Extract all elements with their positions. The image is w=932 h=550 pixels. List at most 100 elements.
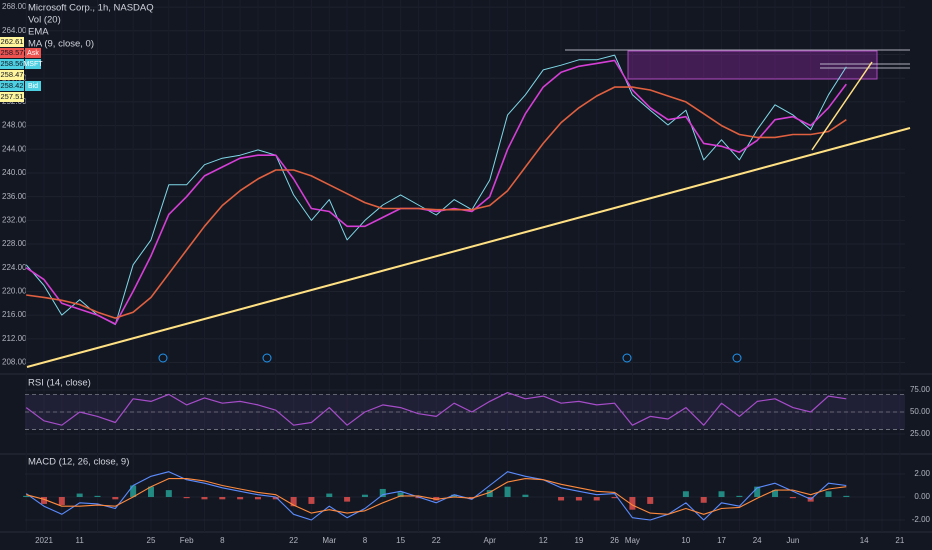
price-label: 258.42 [1, 81, 24, 90]
histogram-bar [130, 485, 137, 498]
histogram-bar [451, 494, 458, 498]
histogram-bar [789, 497, 796, 499]
symbol-title: Microsoft Corp., 1h, NASDAQ [28, 3, 154, 14]
price-tag-box [25, 48, 41, 58]
histogram-bar [718, 491, 725, 498]
x-tick-label: 22 [289, 536, 298, 545]
y-tick-label: 268.00 [2, 2, 27, 11]
indicator-label: MA (9, close, 0) [28, 39, 94, 50]
y-tick-label: 236.00 [2, 192, 27, 201]
y-tick-label: 0.00 [914, 492, 930, 501]
histogram-bar [700, 497, 707, 503]
x-tick-label: May [625, 536, 640, 545]
histogram-bar [629, 497, 636, 510]
histogram-bar [112, 497, 119, 500]
macd-line [25, 471, 847, 521]
series-line [25, 59, 847, 325]
histogram-bar [682, 491, 689, 498]
x-tick-label: 17 [717, 536, 726, 545]
histogram-bar [272, 497, 279, 500]
event-icon[interactable] [622, 353, 632, 363]
price-label-box [0, 81, 24, 91]
histogram-bar [593, 497, 600, 501]
rsi-band [25, 394, 905, 430]
trendline [811, 61, 873, 151]
macd-line [26, 478, 847, 515]
x-tick-label: 8 [363, 536, 368, 545]
y-tick-label: 244.00 [2, 144, 27, 153]
histogram-bar [754, 486, 761, 498]
histogram-bar [41, 497, 47, 504]
event-icon[interactable] [732, 353, 742, 363]
histogram-bar [94, 495, 101, 498]
histogram-bar [522, 494, 529, 498]
histogram-bar [290, 497, 297, 507]
price-label: 258.47 [1, 70, 24, 79]
histogram-bar [76, 493, 83, 498]
histogram-bar [647, 497, 654, 504]
histogram-bar [558, 497, 565, 501]
y-tick-label: 228.00 [2, 239, 27, 248]
zone-rectangle [627, 50, 878, 80]
histogram-bar [308, 497, 315, 504]
price-label: 258.57 [1, 48, 24, 57]
histogram-bar [254, 497, 261, 500]
histogram-bar [736, 495, 743, 498]
indicator-label: Vol (20) [28, 15, 61, 26]
price-tag-box [25, 81, 41, 91]
y-tick-label: 75.00 [910, 385, 931, 394]
trendline [26, 127, 911, 368]
histogram-bar [772, 490, 779, 498]
x-tick-label: Mar [322, 536, 336, 545]
y-tick-label: 264.00 [2, 26, 27, 35]
histogram-bar [825, 491, 832, 498]
y-tick-label: 25.00 [910, 429, 931, 438]
price-label: 257.51 [1, 92, 24, 101]
x-tick-label: 19 [574, 536, 583, 545]
histogram-bar [165, 490, 172, 498]
y-tick-label: 232.00 [2, 215, 27, 224]
price-tag-box [25, 59, 41, 69]
histogram-bar [379, 488, 386, 498]
y-tick-label: -2.00 [912, 515, 931, 524]
y-tick-label: 216.00 [2, 310, 27, 319]
x-tick-label: 2021 [35, 536, 53, 545]
y-tick-label: 220.00 [2, 287, 27, 296]
histogram-bar [183, 497, 190, 499]
histogram-bar [611, 497, 618, 499]
price-label-box [0, 59, 24, 69]
histogram-bar [201, 497, 208, 500]
indicator-label: EMA [28, 27, 49, 38]
histogram-bar [504, 486, 511, 498]
histogram-bar [486, 490, 493, 498]
price-label: 262.61 [1, 37, 24, 46]
event-icon[interactable] [262, 353, 272, 363]
event-icons [158, 353, 742, 363]
x-tick-label: 26 [610, 536, 619, 545]
x-tick-label: 10 [681, 536, 690, 545]
rsi-line [25, 392, 847, 426]
x-tick-label: 8 [220, 536, 225, 545]
histogram-bar [843, 495, 850, 498]
x-tick-label: Apr [484, 536, 497, 545]
histogram-bar [219, 497, 226, 500]
price-tag: Ask [27, 50, 39, 57]
x-tick-label: 22 [432, 536, 441, 545]
histogram-bar [344, 497, 351, 502]
event-icon[interactable] [158, 353, 168, 363]
histogram-bar [397, 492, 404, 498]
series-line [25, 54, 847, 326]
price-label-box [0, 37, 24, 47]
price-tag: MSFT [23, 61, 43, 68]
histogram-bar [23, 495, 30, 498]
x-tick-label: Jun [786, 536, 799, 545]
x-tick-label: 11 [76, 536, 85, 545]
histogram-bar [58, 497, 65, 506]
histogram-bar [237, 497, 244, 500]
histogram-bar [361, 494, 368, 498]
series-line [26, 86, 847, 319]
